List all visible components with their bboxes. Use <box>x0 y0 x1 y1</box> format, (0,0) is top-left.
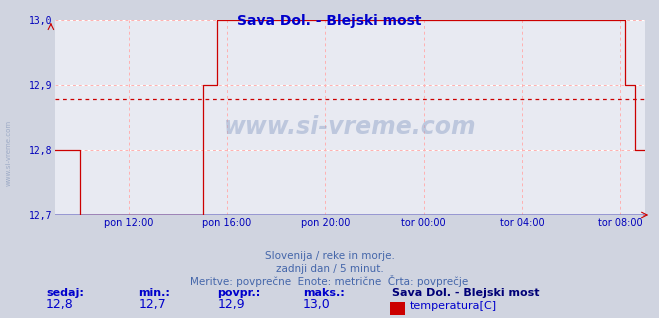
Text: temperatura[C]: temperatura[C] <box>410 301 497 311</box>
Text: 12,8: 12,8 <box>46 298 74 311</box>
Text: min.:: min.: <box>138 288 170 298</box>
Text: 12,9: 12,9 <box>217 298 245 311</box>
Text: www.si-vreme.com: www.si-vreme.com <box>223 115 476 139</box>
Text: maks.:: maks.: <box>303 288 345 298</box>
Text: povpr.:: povpr.: <box>217 288 261 298</box>
Text: Sava Dol. - Blejski most: Sava Dol. - Blejski most <box>392 288 540 298</box>
Text: 12,7: 12,7 <box>138 298 166 311</box>
Text: Meritve: povprečne  Enote: metrične  Črta: povprečje: Meritve: povprečne Enote: metrične Črta:… <box>190 275 469 287</box>
Text: sedaj:: sedaj: <box>46 288 84 298</box>
Text: zadnji dan / 5 minut.: zadnji dan / 5 minut. <box>275 264 384 274</box>
Text: 13,0: 13,0 <box>303 298 331 311</box>
Text: Sava Dol. - Blejski most: Sava Dol. - Blejski most <box>237 14 422 28</box>
Text: www.si-vreme.com: www.si-vreme.com <box>5 120 12 186</box>
Text: Slovenija / reke in morje.: Slovenija / reke in morje. <box>264 251 395 261</box>
